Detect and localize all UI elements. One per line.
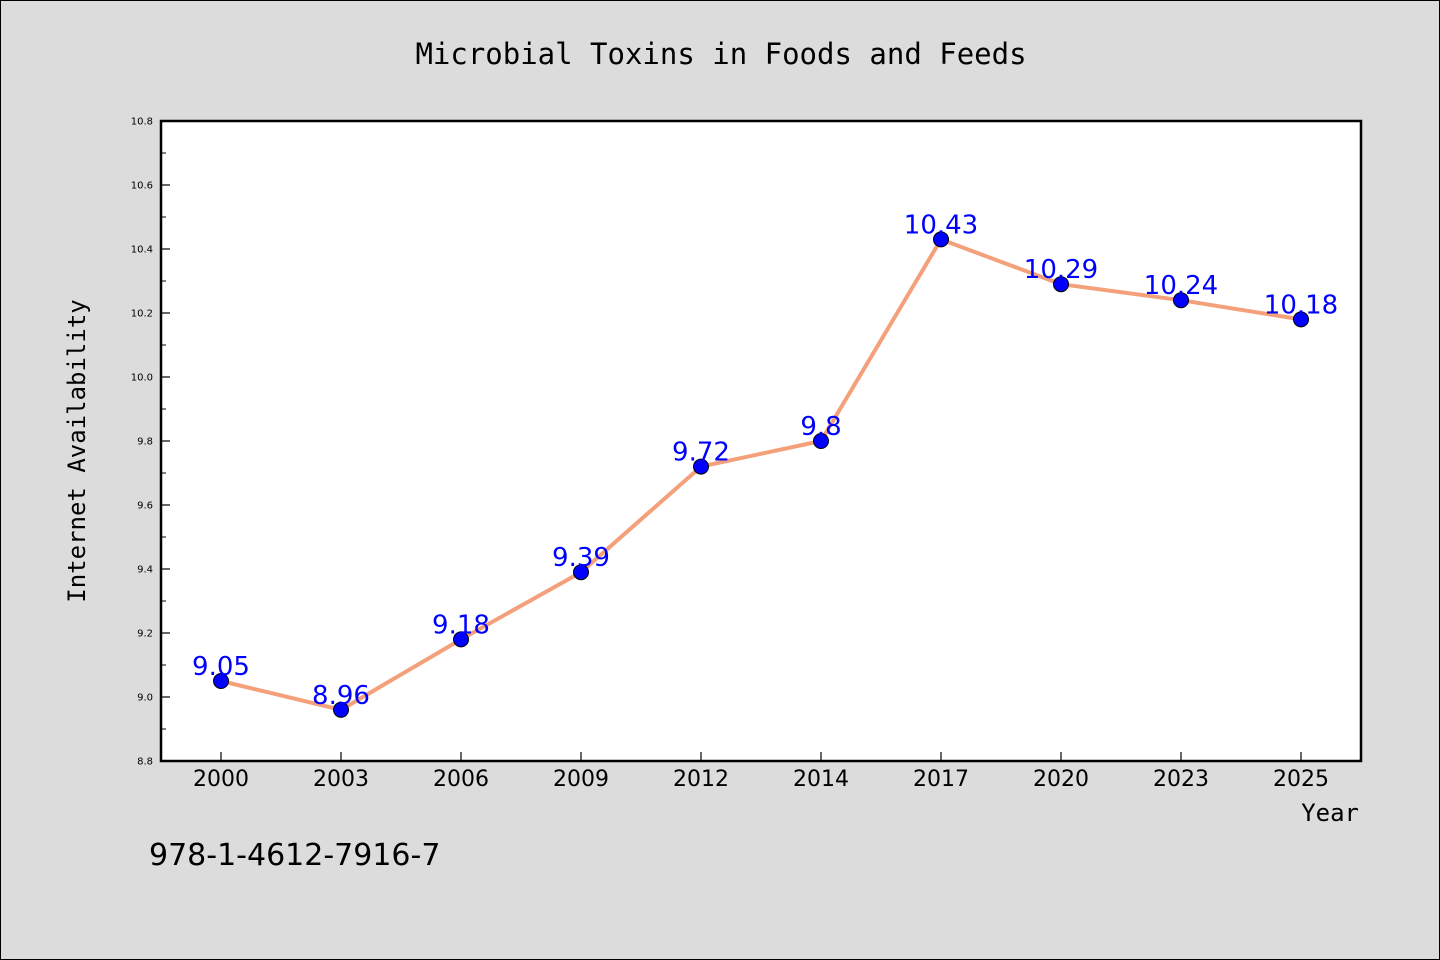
isbn-label: 978-1-4612-7916-7 — [149, 838, 440, 873]
x-tick-label: 2025 — [1273, 767, 1329, 792]
data-label: 10.18 — [1264, 290, 1338, 320]
data-point — [573, 564, 589, 581]
data-label: 10.29 — [1024, 255, 1098, 285]
plot-area — [159, 119, 1363, 763]
data-point — [333, 701, 349, 718]
x-tick-label: 2023 — [1153, 767, 1209, 792]
chart-title: Microbial Toxins in Foods and Feeds — [415, 37, 1026, 71]
data-point — [1053, 276, 1069, 293]
y-tick-label: 10.6 — [131, 181, 153, 192]
data-point — [213, 673, 229, 689]
x-axis: 2000 2003 2006 2009 2012 2014 2017 2020 2023 2025 — [193, 752, 1329, 792]
y-axis-title: Internet Availability — [63, 299, 91, 602]
x-tick-label: 2000 — [193, 767, 249, 792]
data-point — [933, 231, 949, 248]
data-point — [1173, 292, 1189, 309]
x-tick-label: 2017 — [913, 767, 969, 792]
data-label: 8.96 — [312, 681, 370, 711]
x-tick-label: 2003 — [313, 767, 369, 792]
y-tick-label: 9.4 — [137, 565, 153, 576]
y-tick-label: 10.0 — [131, 373, 153, 384]
x-tick-label: 2020 — [1033, 767, 1089, 792]
data-label: 9.8 — [800, 412, 841, 442]
y-tick-label: 9.8 — [137, 437, 153, 448]
series-line-group: 9.05 8.96 9.18 9.39 9.72 9.8 10.43 10.29 10.24 10… — [192, 210, 1338, 718]
data-label: 9.18 — [432, 610, 490, 640]
y-tick-label: 10.2 — [131, 309, 153, 320]
y-tick-label: 10.8 — [131, 117, 153, 128]
y-tick-label: 9.0 — [137, 693, 153, 704]
x-axis-title: Year — [1301, 799, 1359, 827]
data-label: 9.39 — [552, 543, 610, 573]
data-label: 9.72 — [672, 438, 730, 468]
data-label: 10.24 — [1144, 271, 1218, 301]
series-line — [220, 237, 1302, 712]
data-label: 9.05 — [192, 652, 250, 682]
y-tick-label: 9.2 — [137, 629, 153, 640]
x-tick-label: 2014 — [793, 767, 849, 792]
data-point — [1293, 311, 1309, 328]
y-tick-label: 9.6 — [137, 501, 153, 512]
data-point — [693, 458, 709, 475]
data-label: 10.43 — [904, 210, 978, 240]
x-tick-label: 2009 — [553, 767, 609, 792]
y-tick-label: 8.8 — [137, 757, 153, 768]
data-point — [453, 631, 469, 648]
y-tick-label: 10.4 — [131, 245, 153, 256]
x-tick-label: 2012 — [673, 767, 729, 792]
x-tick-label: 2006 — [433, 767, 489, 792]
y-axis: 8.8 9.0 9.2 9.4 9.6 9.8 10.0 10.2 10.4 10.6 10.8 — [131, 117, 170, 768]
data-point — [813, 433, 829, 449]
